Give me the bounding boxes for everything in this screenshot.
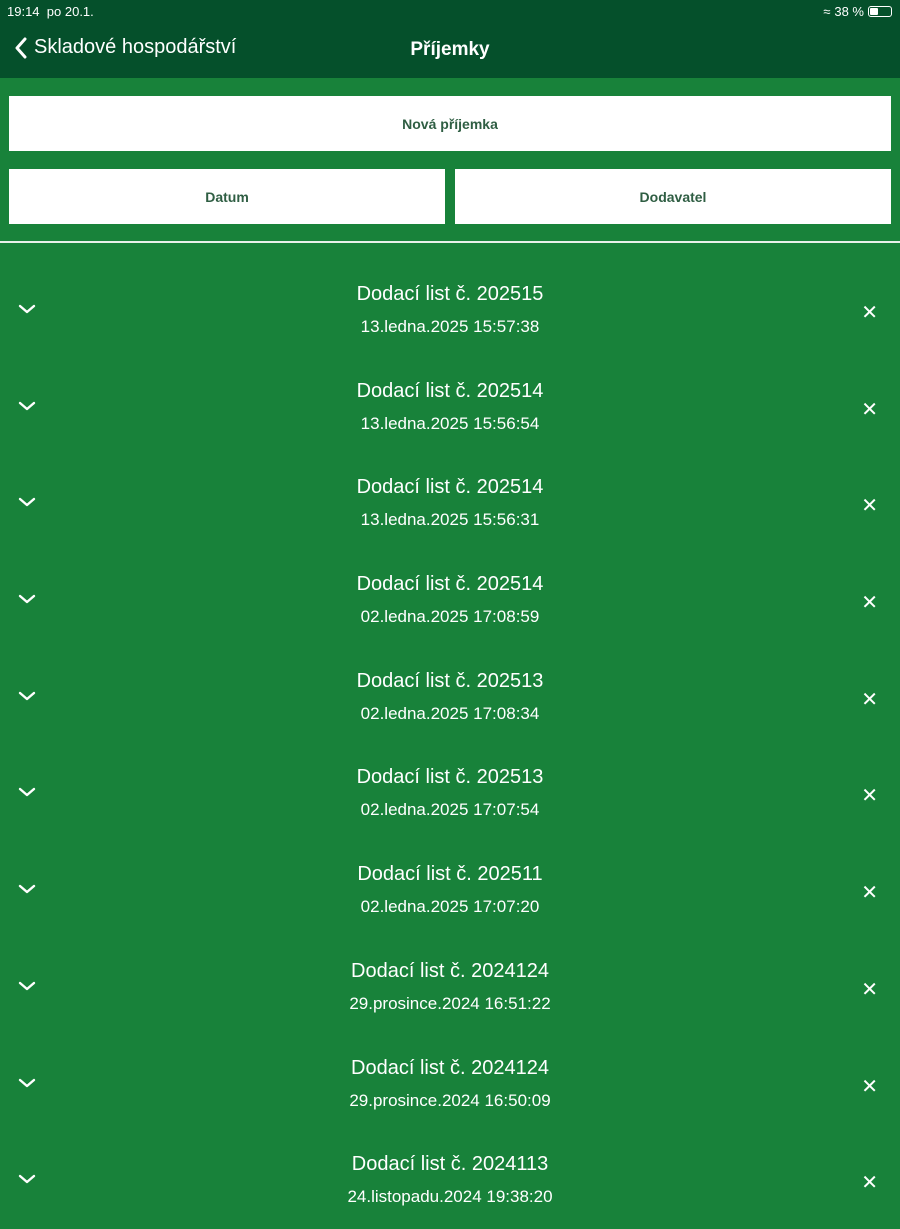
item-date: 13.ledna.2025 15:57:38 — [360, 317, 540, 336]
item-title: Dodací list č. 202514 — [356, 476, 544, 499]
item-title: Dodací list č. 202514 — [356, 379, 544, 402]
list-item[interactable]: Dodací list č. 2024124 29.prosince.2024 … — [0, 1036, 900, 1133]
chevron-down-icon[interactable] — [17, 1076, 37, 1090]
battery-percent: 38 % — [834, 4, 864, 19]
chevron-down-icon[interactable] — [17, 979, 37, 993]
back-button[interactable]: Skladové hospodářství — [14, 36, 236, 59]
navigation-bar: Skladové hospodářství Příjemky — [0, 22, 900, 78]
item-date: 02.ledna.2025 17:08:59 — [360, 607, 540, 627]
list-item[interactable]: Dodací list č. 202514 13.ledna.2025 15:5… — [0, 359, 900, 456]
chevron-down-icon[interactable] — [17, 689, 37, 703]
delete-icon[interactable]: ✕ — [861, 495, 878, 518]
item-title: Dodací list č. 202514 — [356, 573, 544, 596]
item-date: 02.ledna.2025 17:07:20 — [360, 897, 540, 917]
delete-icon[interactable]: ✕ — [861, 688, 878, 711]
item-title: Dodací list č. 202515 — [356, 283, 544, 305]
list-item[interactable]: Dodací list č. 2024124 29.prosince.2024 … — [0, 939, 900, 1036]
chevron-down-icon[interactable] — [17, 882, 37, 896]
item-title: Dodací list č. 202511 — [357, 863, 543, 886]
delete-icon[interactable]: ✕ — [861, 785, 878, 808]
delete-icon[interactable]: ✕ — [861, 978, 878, 1001]
chevron-down-icon[interactable] — [17, 1172, 37, 1186]
item-date: 02.ledna.2025 17:07:54 — [360, 800, 540, 820]
status-time: 19:14 po 20.1. — [7, 4, 94, 19]
sort-supplier-button[interactable]: Dodavatel — [455, 169, 891, 224]
delete-icon[interactable]: ✕ — [861, 882, 878, 905]
chevron-down-icon[interactable] — [17, 785, 37, 799]
back-label: Skladové hospodářství — [34, 36, 237, 58]
item-title: Dodací list č. 2024124 — [351, 959, 549, 982]
item-title: Dodací list č. 2024124 — [351, 1056, 549, 1079]
delete-icon[interactable]: ✕ — [861, 592, 878, 615]
page-title: Příjemky — [410, 39, 490, 60]
list-item[interactable]: Dodací list č. 202513 02.ledna.2025 17:0… — [0, 649, 900, 746]
list-item[interactable]: Dodací list č. 202515 13.ledna.2025 15:5… — [0, 262, 900, 359]
item-date: 02.ledna.2025 17:08:34 — [360, 703, 540, 723]
item-date: 13.ledna.2025 15:56:54 — [360, 413, 540, 433]
chevron-down-icon[interactable] — [17, 592, 37, 606]
item-date: 13.ledna.2025 15:56:31 — [360, 510, 540, 530]
delete-icon[interactable]: ✕ — [861, 398, 878, 421]
status-bar: 19:14 po 20.1. ≈ 38 % — [0, 0, 900, 22]
new-receipt-button[interactable]: Nová příjemka — [9, 96, 891, 151]
battery-icon — [868, 6, 892, 17]
delete-icon[interactable]: ✕ — [861, 1075, 878, 1098]
list-item[interactable]: Dodací list č. 2024113 24.listopadu.2024… — [0, 1132, 900, 1229]
list-item[interactable]: Dodací list č. 202514 02.ledna.2025 17:0… — [0, 552, 900, 649]
sort-date-button[interactable]: Datum — [9, 169, 445, 224]
item-title: Dodací list č. 2024113 — [351, 1153, 549, 1176]
receipt-list[interactable]: Dodací list č. 202515 13.ledna.2025 15:5… — [0, 262, 900, 1229]
chevron-left-icon — [15, 37, 27, 58]
list-item[interactable]: Dodací list č. 202511 02.ledna.2025 17:0… — [0, 842, 900, 939]
delete-icon[interactable]: ✕ — [861, 1172, 878, 1195]
item-title: Dodací list č. 202513 — [356, 669, 544, 692]
list-item[interactable]: Dodací list č. 202513 02.ledna.2025 17:0… — [0, 745, 900, 842]
divider — [0, 241, 900, 243]
chevron-down-icon[interactable] — [17, 495, 37, 509]
wifi-icon: ≈ — [823, 4, 831, 19]
list-item[interactable]: Dodací list č. 202514 13.ledna.2025 15:5… — [0, 455, 900, 552]
item-date: 24.listopadu.2024 19:38:20 — [347, 1187, 553, 1207]
delete-icon[interactable]: ✕ — [861, 302, 878, 324]
chevron-down-icon[interactable] — [17, 399, 37, 413]
item-date: 29.prosince.2024 16:51:22 — [349, 993, 551, 1013]
item-date: 29.prosince.2024 16:50:09 — [349, 1090, 551, 1110]
chevron-down-icon[interactable] — [17, 302, 37, 316]
item-title: Dodací list č. 202513 — [356, 766, 544, 789]
